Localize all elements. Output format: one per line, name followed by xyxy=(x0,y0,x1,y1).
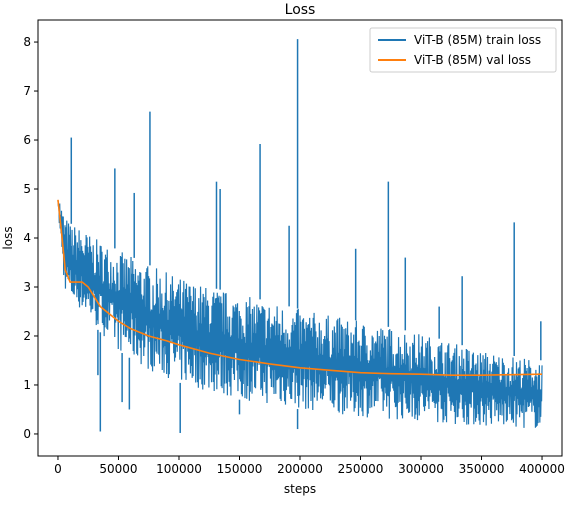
x-tick-label: 0 xyxy=(54,462,62,476)
y-tick-label: 4 xyxy=(23,231,31,245)
y-tick-label: 8 xyxy=(23,35,31,49)
y-tick-label: 6 xyxy=(23,133,31,147)
y-tick-label: 5 xyxy=(23,182,31,196)
legend-label-train: ViT-B (85M) train loss xyxy=(414,33,541,47)
x-axis-label: steps xyxy=(284,482,316,496)
y-tick-label: 1 xyxy=(23,378,31,392)
x-tick-label: 100000 xyxy=(156,462,202,476)
x-tick-label: 50000 xyxy=(99,462,137,476)
x-tick-label: 300000 xyxy=(398,462,444,476)
x-tick-label: 250000 xyxy=(338,462,384,476)
y-axis-label: loss xyxy=(1,226,15,249)
y-tick-label: 0 xyxy=(23,427,31,441)
legend-label-val: ViT-B (85M) val loss xyxy=(414,53,531,67)
y-tick-label: 2 xyxy=(23,329,31,343)
train-loss-line xyxy=(57,200,543,428)
x-tick-label: 150000 xyxy=(217,462,263,476)
legend-frame xyxy=(369,27,557,73)
x-tick-label: 350000 xyxy=(459,462,505,476)
legend: ViT-B (85M) train loss ViT-B (85M) val l… xyxy=(369,27,557,73)
chart-title: Loss xyxy=(285,2,316,18)
x-tick-label: 200000 xyxy=(277,462,323,476)
x-tick-label: 400000 xyxy=(519,462,565,476)
y-tick-label: 3 xyxy=(23,280,31,294)
val-loss-line xyxy=(57,199,543,376)
y-tick-label: 7 xyxy=(23,84,31,98)
